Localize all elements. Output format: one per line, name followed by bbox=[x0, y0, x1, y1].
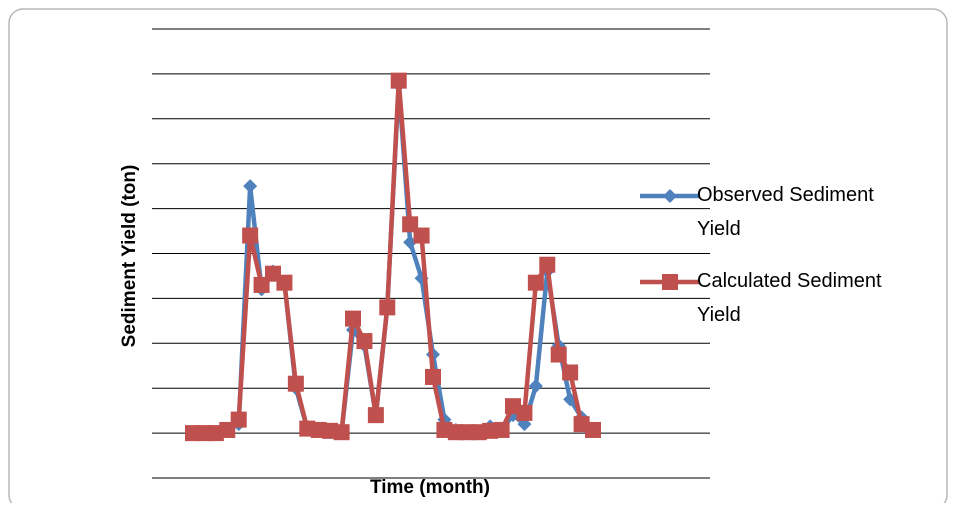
marker bbox=[276, 274, 293, 291]
marker bbox=[390, 72, 407, 89]
marker bbox=[230, 411, 247, 428]
frame bbox=[8, 8, 948, 508]
marker bbox=[516, 404, 533, 421]
series-line bbox=[193, 78, 595, 436]
marker bbox=[345, 310, 361, 327]
series bbox=[185, 72, 601, 442]
marker bbox=[333, 424, 350, 441]
legend-label-line: Yield bbox=[697, 218, 741, 240]
marker bbox=[413, 227, 430, 244]
legend-label-line: Observed Sediment bbox=[697, 184, 874, 206]
marker bbox=[367, 407, 384, 424]
marker bbox=[585, 421, 601, 438]
marker bbox=[425, 368, 441, 385]
marker bbox=[379, 299, 396, 316]
legend-label-line: Calculated Sediment bbox=[697, 270, 882, 292]
legend-label-line: Yield bbox=[697, 304, 741, 326]
marker bbox=[527, 274, 544, 291]
marker bbox=[539, 256, 556, 273]
y-axis-title: Sediment Yield (ton) bbox=[119, 165, 140, 348]
legend-marker bbox=[663, 189, 677, 203]
marker bbox=[356, 333, 373, 350]
marker bbox=[562, 364, 579, 381]
legend-label: Calculated Sediment Yield bbox=[697, 270, 882, 326]
legend-marker bbox=[662, 274, 678, 290]
marker bbox=[550, 346, 567, 363]
marker bbox=[528, 378, 543, 393]
plot-area bbox=[152, 28, 710, 479]
marker bbox=[287, 375, 304, 392]
legend-label: Observed Sediment Yield bbox=[697, 184, 874, 240]
x-axis-title: Time (month) bbox=[370, 477, 490, 498]
marker bbox=[243, 179, 258, 194]
marker bbox=[242, 227, 259, 244]
marker bbox=[493, 421, 510, 438]
